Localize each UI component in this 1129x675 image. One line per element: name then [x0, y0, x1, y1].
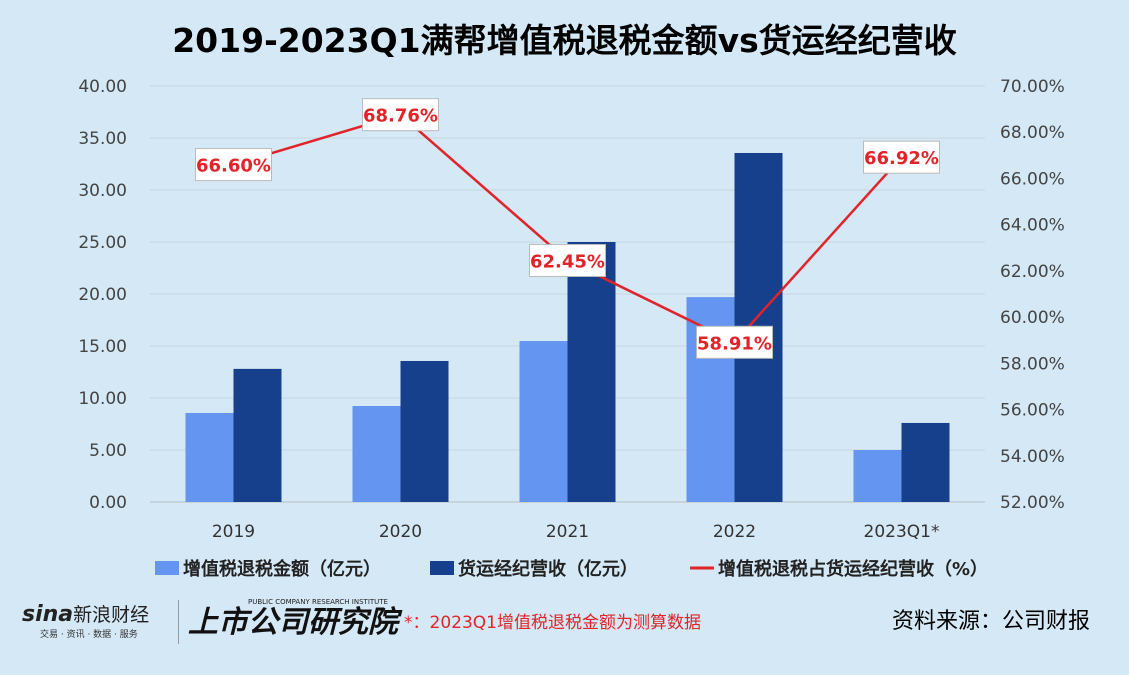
sina-logo: sina新浪财经 交易 · 资讯 · 数据 · 服务: [22, 602, 150, 640]
data-label-box: [362, 98, 439, 132]
data-label-box: [529, 243, 606, 277]
y2-tick-label: 66.00%: [1000, 169, 1065, 189]
data-label-box: [696, 325, 773, 359]
footnote: *：2023Q1增值税退税金额为测算数据: [404, 613, 701, 633]
data-label: 62.45%: [530, 251, 605, 272]
bar-vat-refund: [185, 412, 234, 502]
data-label: 66.92%: [864, 148, 939, 169]
bar-freight-revenue: [233, 368, 282, 502]
legend-label: 增值税退税占货运经纪营收（%）: [718, 558, 988, 580]
y2-tick-label: 54.00%: [1000, 447, 1065, 467]
y-tick-label: 0.00: [89, 493, 127, 513]
data-label-box: [195, 148, 272, 182]
institute-logo: PUBLIC COMPANY RESEARCH INSTITUTE 上市公司研究…: [188, 598, 398, 640]
legend-label: 增值税退税金额（亿元）: [183, 558, 381, 580]
bar-freight-revenue: [901, 422, 950, 502]
y-tick-label: 20.00: [78, 285, 127, 305]
y-tick-label: 40.00: [78, 77, 127, 97]
x-tick-label: 2023Q1*: [864, 522, 940, 542]
y-tick-label: 35.00: [78, 129, 127, 149]
y2-tick-label: 68.00%: [1000, 123, 1065, 143]
x-tick-label: 2022: [713, 522, 756, 542]
legend-label: 货运经纪营收（亿元）: [458, 558, 638, 580]
legend-swatch: [430, 561, 454, 575]
data-label-box: [863, 140, 940, 174]
y-tick-label: 30.00: [78, 181, 127, 201]
y2-tick-label: 56.00%: [1000, 401, 1065, 421]
y-tick-label: 25.00: [78, 233, 127, 253]
data-label: 58.91%: [697, 333, 772, 354]
y-tick-label: 5.00: [89, 441, 127, 461]
y2-tick-label: 58.00%: [1000, 354, 1065, 374]
y2-tick-label: 60.00%: [1000, 308, 1065, 328]
bar-vat-refund: [519, 341, 568, 502]
y2-tick-label: 70.00%: [1000, 77, 1065, 97]
y2-tick-label: 62.00%: [1000, 262, 1065, 282]
chart-title: 2019-2023Q1满帮增值税退税金额vs货运经纪营收: [172, 21, 957, 60]
data-label: 66.60%: [196, 156, 271, 177]
bar-freight-revenue: [567, 242, 616, 502]
y-tick-label: 15.00: [78, 337, 127, 357]
x-tick-label: 2020: [379, 522, 422, 542]
y2-tick-label: 52.00%: [1000, 493, 1065, 513]
legend-swatch: [155, 561, 179, 575]
bar-vat-refund: [352, 406, 401, 502]
bar-freight-revenue: [400, 360, 449, 502]
x-tick-label: 2021: [546, 522, 589, 542]
y2-tick-label: 64.00%: [1000, 216, 1065, 236]
data-label: 68.76%: [363, 106, 438, 127]
source-note: 资料来源：公司财报: [892, 609, 1091, 634]
bar-vat-refund: [853, 450, 902, 502]
y-tick-label: 10.00: [78, 389, 127, 409]
logo-divider: [178, 600, 179, 644]
x-tick-label: 2019: [212, 522, 255, 542]
